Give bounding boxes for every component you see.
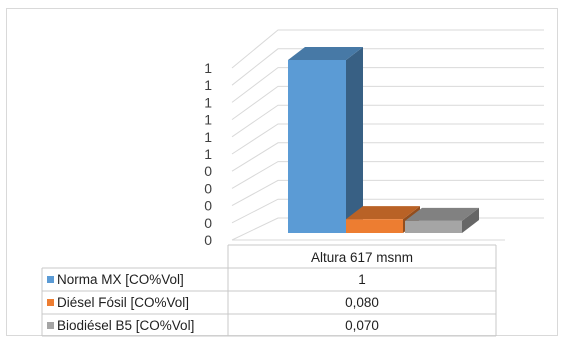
bar-front bbox=[346, 219, 403, 233]
bar-front bbox=[405, 220, 462, 233]
y-tick-label: 1 bbox=[204, 77, 212, 93]
gridline bbox=[231, 198, 544, 224]
table-value: 1 bbox=[358, 272, 366, 287]
gridline bbox=[231, 179, 544, 207]
bars bbox=[288, 47, 479, 233]
y-tick-label: 1 bbox=[204, 112, 212, 128]
legend-swatch bbox=[47, 276, 54, 283]
y-tick-label: 1 bbox=[204, 129, 212, 145]
y-tick-label: 0 bbox=[204, 198, 212, 214]
gridline bbox=[231, 161, 544, 189]
data-table: Altura 617 msnm Norma MX [CO%Vol] 1 Diésel … bbox=[41, 244, 497, 337]
chart-frame bbox=[6, 8, 558, 336]
bar-front bbox=[288, 60, 346, 233]
legend-label: Norma MX [CO%Vol] bbox=[57, 272, 184, 287]
bar-1 bbox=[288, 47, 363, 233]
table-value: 0,070 bbox=[345, 318, 379, 333]
gridline bbox=[231, 142, 544, 172]
bar-top bbox=[346, 206, 420, 220]
bar-side bbox=[462, 207, 479, 233]
legend-swatch bbox=[47, 322, 54, 329]
bar-side bbox=[346, 47, 363, 233]
gridline bbox=[231, 48, 544, 86]
bar-top bbox=[288, 47, 363, 60]
legend-label: Biodiésel B5 [CO%Vol] bbox=[57, 318, 194, 333]
y-tick-label: 1 bbox=[204, 60, 212, 76]
y-tick-label: 0 bbox=[204, 232, 212, 248]
category-label: Altura 617 msnm bbox=[311, 250, 413, 265]
gridline bbox=[231, 123, 544, 155]
legend-swatch bbox=[47, 299, 54, 306]
y-tick-label: 0 bbox=[204, 215, 212, 231]
bar-3 bbox=[405, 207, 479, 233]
bar-top bbox=[405, 207, 479, 221]
gridline bbox=[231, 67, 544, 103]
y-tick-label: 1 bbox=[204, 146, 212, 162]
y-tick-label: 1 bbox=[204, 94, 212, 110]
legend-label: Diésel Fósil [CO%Vol] bbox=[57, 295, 189, 310]
y-tick-label: 0 bbox=[204, 180, 212, 196]
gridline bbox=[231, 85, 544, 121]
table-value: 0,080 bbox=[345, 295, 379, 310]
y-tick-label: 0 bbox=[204, 163, 212, 179]
gridline bbox=[231, 29, 544, 69]
gridline bbox=[231, 104, 544, 138]
